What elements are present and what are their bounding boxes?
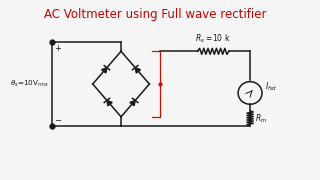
Text: −: − xyxy=(54,116,61,125)
Text: $\theta_{s}$=10V$_{rms}$: $\theta_{s}$=10V$_{rms}$ xyxy=(10,79,49,89)
Text: $R_s$ =10 k: $R_s$ =10 k xyxy=(196,32,231,45)
Polygon shape xyxy=(107,100,112,106)
Text: $R_m$: $R_m$ xyxy=(255,112,267,125)
Polygon shape xyxy=(101,68,107,73)
Polygon shape xyxy=(130,100,135,106)
Text: AC Voltmeter using Full wave rectifier: AC Voltmeter using Full wave rectifier xyxy=(44,8,267,21)
Polygon shape xyxy=(135,68,140,73)
Text: +: + xyxy=(54,44,61,53)
Text: $I_{fsd}$: $I_{fsd}$ xyxy=(265,80,277,93)
